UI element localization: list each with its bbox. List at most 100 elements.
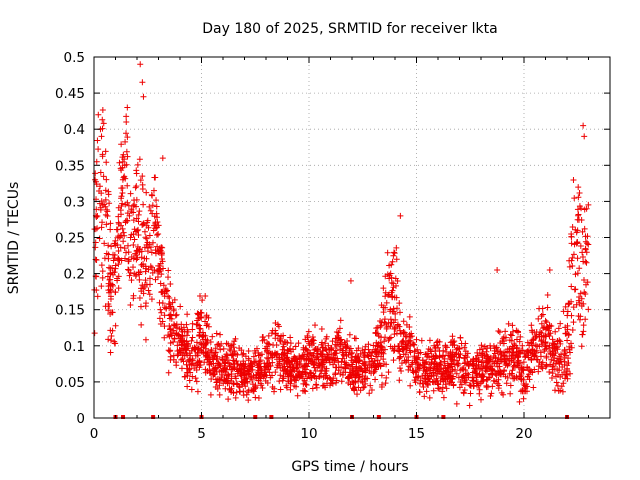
data-point xyxy=(274,362,281,369)
x-tick-label: 5 xyxy=(197,426,206,442)
data-point xyxy=(303,355,310,362)
data-point xyxy=(383,299,390,306)
data-point xyxy=(306,369,313,376)
data-point xyxy=(539,311,546,318)
data-point xyxy=(172,312,179,319)
data-point xyxy=(553,379,560,386)
data-point xyxy=(580,276,587,283)
data-point xyxy=(112,340,119,347)
data-point xyxy=(412,368,419,375)
data-point xyxy=(525,354,532,361)
data-point xyxy=(166,295,173,302)
data-point xyxy=(429,356,436,363)
data-point xyxy=(402,341,409,348)
data-point xyxy=(496,363,503,370)
data-point xyxy=(139,221,146,228)
data-point xyxy=(562,303,569,310)
data-point xyxy=(579,331,586,338)
data-point xyxy=(222,358,229,365)
data-point xyxy=(415,373,422,380)
zero-marker xyxy=(376,415,381,419)
data-point xyxy=(93,158,100,165)
data-point xyxy=(118,257,125,264)
data-point xyxy=(382,346,389,353)
data-point xyxy=(155,231,162,238)
data-point xyxy=(151,174,158,181)
data-point xyxy=(390,249,397,256)
data-point xyxy=(282,339,289,346)
data-point xyxy=(99,219,106,226)
data-point xyxy=(165,347,172,354)
data-point xyxy=(288,378,295,385)
data-point xyxy=(487,393,494,400)
data-point xyxy=(417,377,424,384)
data-point xyxy=(536,343,543,350)
data-point xyxy=(478,365,485,372)
data-point xyxy=(557,338,564,345)
data-point xyxy=(217,363,224,370)
data-point xyxy=(565,355,572,362)
data-point xyxy=(330,361,337,368)
data-point xyxy=(272,327,279,334)
data-point xyxy=(372,353,379,360)
data-point xyxy=(396,377,403,384)
data-point xyxy=(473,382,480,389)
data-point xyxy=(413,354,420,361)
data-point xyxy=(105,336,112,343)
data-point xyxy=(375,340,382,347)
data-point xyxy=(369,349,376,356)
data-point xyxy=(167,328,174,335)
data-point xyxy=(283,384,290,391)
data-point xyxy=(146,203,153,210)
data-point xyxy=(178,321,185,328)
data-point xyxy=(423,388,430,395)
data-point xyxy=(123,118,130,125)
data-point xyxy=(314,346,321,353)
data-point xyxy=(396,355,403,362)
zero-marker xyxy=(441,415,446,419)
data-point xyxy=(409,367,416,374)
data-point xyxy=(287,372,294,379)
data-point xyxy=(255,349,262,356)
data-point xyxy=(280,332,287,339)
data-point xyxy=(568,283,575,290)
data-point xyxy=(115,213,122,220)
data-point xyxy=(293,365,300,372)
data-point xyxy=(188,337,195,344)
data-point xyxy=(478,373,485,380)
data-point xyxy=(165,267,172,274)
data-point xyxy=(106,200,113,207)
data-point xyxy=(105,287,112,294)
data-point xyxy=(262,377,269,384)
data-point xyxy=(135,269,142,276)
data-point xyxy=(320,382,327,389)
data-point xyxy=(158,249,165,256)
data-point xyxy=(520,359,527,366)
data-point xyxy=(228,385,235,392)
data-point xyxy=(457,334,464,341)
data-point xyxy=(181,337,188,344)
data-point xyxy=(134,254,141,261)
data-point xyxy=(167,303,174,310)
data-point xyxy=(401,329,408,336)
data-point xyxy=(377,318,384,325)
data-point xyxy=(184,311,191,318)
data-point xyxy=(504,362,511,369)
data-point xyxy=(483,351,490,358)
data-point xyxy=(439,384,446,391)
data-point xyxy=(197,340,204,347)
data-point xyxy=(148,296,155,303)
data-point xyxy=(189,320,196,327)
data-point xyxy=(112,289,119,296)
data-point xyxy=(99,116,106,123)
data-point xyxy=(543,319,550,326)
data-point xyxy=(172,322,179,329)
data-point xyxy=(206,359,213,366)
data-point xyxy=(133,252,140,259)
data-point xyxy=(350,385,357,392)
data-point xyxy=(564,337,571,344)
data-point xyxy=(451,338,458,345)
data-point xyxy=(473,374,480,381)
data-point xyxy=(136,156,143,163)
